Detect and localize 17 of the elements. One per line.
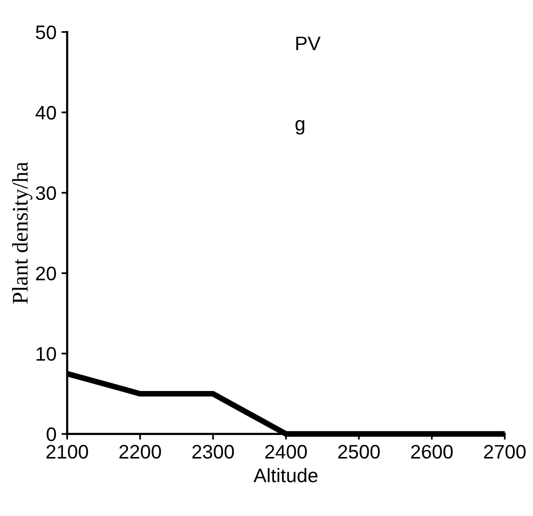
x-axis-title: Altitude (254, 468, 318, 482)
x-tick-label: 2700 (484, 444, 526, 459)
y-tick-label: 20 (36, 266, 56, 280)
x-tick-label: 2300 (192, 444, 234, 459)
y-tick-label: 50 (36, 25, 56, 40)
x-tick-label: 2600 (411, 444, 453, 459)
x-tick-label: 2200 (119, 444, 161, 459)
x-tick-label: 2500 (338, 444, 380, 459)
y-tick-label: 40 (36, 106, 56, 120)
y-tick-label: 30 (36, 186, 56, 200)
y-axis-title: Plant density/ha (12, 162, 32, 304)
y-tick-label: 10 (36, 347, 56, 361)
x-tick-label: 2400 (265, 444, 307, 459)
y-tick-label: 0 (46, 427, 56, 442)
x-tick-label: 2100 (46, 444, 88, 459)
annotation: g (296, 120, 304, 135)
annotation: PV (296, 36, 321, 50)
